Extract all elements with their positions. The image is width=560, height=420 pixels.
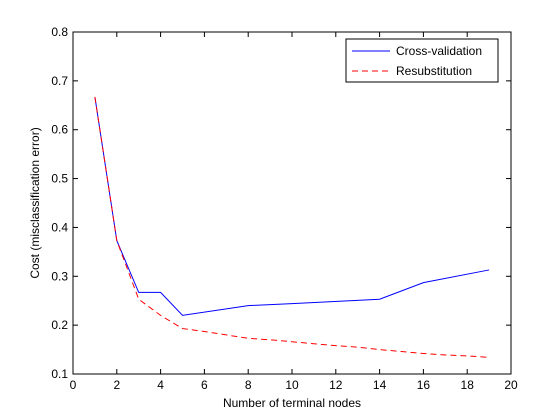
series-line-cross-validation	[94, 96, 490, 316]
plot-area	[73, 32, 511, 374]
x-tick-label: 12	[329, 378, 343, 392]
y-tick-label: 0.1	[51, 367, 68, 381]
y-tick-label: 0.6	[51, 123, 68, 137]
y-tick-label: 0.3	[51, 269, 68, 283]
x-tick-label: 16	[417, 378, 431, 392]
x-tick-label: 6	[201, 378, 208, 392]
y-tick-label: 0.8	[51, 25, 68, 39]
legend-box	[345, 38, 499, 83]
legend-label: Cross-validation	[396, 44, 482, 58]
x-tick-label: 0	[70, 378, 77, 392]
legend: Cross-validation Resubstitution	[345, 38, 499, 83]
x-tick-label: 2	[113, 378, 120, 392]
y-axis: 0.1 0.2 0.3 0.4 0.5 0.6 0.7 0.8	[51, 25, 511, 381]
x-tick-label: 4	[157, 378, 164, 392]
x-tick-label: 20	[504, 378, 518, 392]
x-axis-title: Number of terminal nodes	[223, 396, 361, 410]
series-line-resubstitution	[94, 96, 490, 358]
plot-background	[73, 32, 511, 374]
x-tick-label: 10	[285, 378, 299, 392]
x-axis: 0 2 4 6 8 10 12 14 16 18 20	[70, 32, 518, 392]
y-axis-title: Cost (misclassification error)	[28, 127, 42, 278]
series-layer	[94, 96, 490, 358]
x-tick-label: 8	[245, 378, 252, 392]
y-tick-label: 0.4	[51, 220, 68, 234]
x-tick-label: 14	[373, 378, 387, 392]
legend-label: Resubstitution	[396, 64, 472, 78]
y-tick-label: 0.2	[51, 318, 68, 332]
y-tick-label: 0.5	[51, 172, 68, 186]
y-tick-label: 0.7	[51, 74, 68, 88]
x-tick-label: 18	[461, 378, 475, 392]
